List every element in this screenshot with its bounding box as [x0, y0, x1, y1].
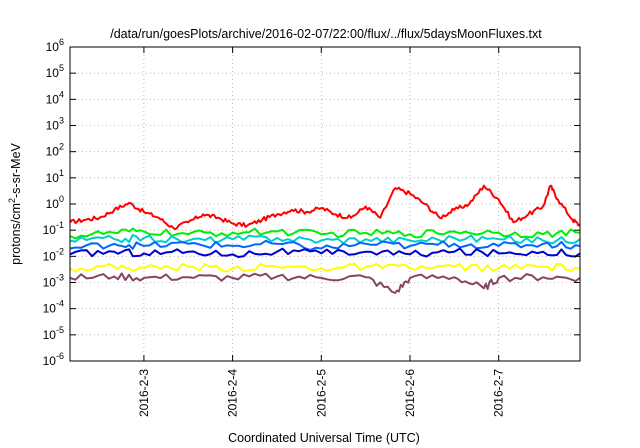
chart-title: /data/run/goesPlots/archive/2016-02-07/2… [110, 27, 542, 41]
y-tick-exponent: 2 [59, 142, 64, 152]
y-tick-base: 10 [43, 354, 57, 368]
y-tick-base: 10 [43, 328, 57, 342]
y-tick-label: 10-4 [43, 299, 64, 316]
y-axis-label: protons/cm2-s-sr-MeV [7, 142, 23, 264]
y-tick-exponent: -4 [56, 299, 64, 309]
y-tick-exponent: -2 [56, 246, 64, 256]
x-axis-ticks: 2016-2-3 2016-2-4 2016-2-5 2016-2-6 2016-2-7 [137, 47, 506, 417]
grid [70, 47, 580, 361]
y-tick-base: 10 [43, 302, 57, 316]
y-tick-base: 10 [46, 145, 60, 159]
y-tick-label: 101 [46, 168, 64, 185]
series-line-1 [69, 184, 581, 231]
y-tick-exponent: 1 [59, 168, 64, 178]
y-tick-exponent: 6 [59, 37, 64, 47]
x-tick-label: 2016-2-5 [314, 369, 328, 417]
series-line-5 [69, 247, 581, 258]
series-line-6 [69, 262, 581, 273]
series-line-7 [69, 272, 581, 294]
y-tick-exponent: 0 [59, 194, 64, 204]
y-axis-label-main: protons/cm [9, 203, 23, 265]
y-tick-base: 10 [46, 119, 60, 133]
y-tick-label: 106 [46, 37, 64, 54]
y-tick-label: 10-6 [43, 351, 64, 368]
y-tick-base: 10 [46, 171, 60, 185]
series-line-4 [69, 239, 581, 251]
x-tick-label: 2016-2-4 [226, 369, 240, 417]
y-tick-base: 10 [43, 276, 57, 290]
y-tick-label: 10-3 [43, 273, 64, 290]
y-tick-exponent: -6 [56, 351, 64, 361]
y-tick-exponent: -3 [56, 273, 64, 283]
y-tick-label: 104 [46, 89, 64, 106]
y-tick-label: 103 [46, 116, 64, 133]
y-tick-label: 100 [46, 194, 64, 211]
y-tick-base: 10 [43, 249, 57, 263]
y-tick-base: 10 [46, 40, 60, 54]
y-tick-exponent: -1 [56, 220, 64, 230]
y-tick-base: 10 [46, 92, 60, 106]
y-axis-label-rest: -s-sr-MeV [9, 142, 23, 198]
y-tick-base: 10 [43, 223, 57, 237]
y-axis-ticks: 10-610-510-410-310-210-11001011021031041… [43, 37, 580, 368]
y-tick-exponent: 3 [59, 116, 64, 126]
x-tick-label: 2016-2-6 [403, 369, 417, 417]
y-tick-label: 10-5 [43, 325, 64, 342]
y-tick-label: 102 [46, 142, 64, 159]
y-tick-base: 10 [46, 66, 60, 80]
y-tick-base: 10 [46, 197, 60, 211]
y-tick-exponent: -5 [56, 325, 64, 335]
y-axis-label-sup: 2 [7, 198, 17, 203]
x-axis-label: Coordinated Universal Time (UTC) [228, 431, 420, 445]
x-tick-label: 2016-2-3 [137, 369, 151, 417]
y-tick-label: 10-2 [43, 246, 64, 263]
y-tick-label: 10-1 [43, 220, 64, 237]
series-lines [69, 184, 581, 294]
x-tick-label: 2016-2-7 [492, 369, 506, 417]
y-tick-label: 105 [46, 63, 64, 80]
series-line-3 [69, 234, 581, 245]
y-tick-exponent: 4 [59, 89, 64, 99]
series-line-2 [69, 227, 581, 240]
y-tick-exponent: 5 [59, 63, 64, 73]
